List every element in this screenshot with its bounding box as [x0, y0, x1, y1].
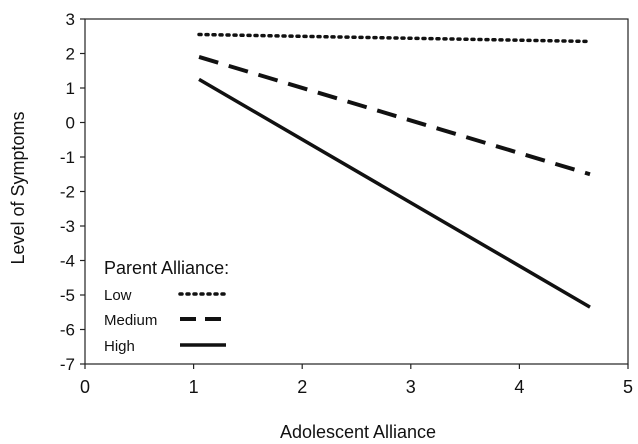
series-line-medium — [198, 55, 591, 177]
y-tick-label: -4 — [60, 252, 75, 271]
x-tick-label: 2 — [297, 377, 307, 397]
legend-label-high: High — [104, 338, 135, 355]
y-tick-label: -6 — [60, 321, 75, 340]
y-tick-label: 1 — [66, 79, 75, 98]
y-axis-label: Level of Symptoms — [8, 111, 28, 264]
x-tick-label: 3 — [406, 377, 416, 397]
y-tick-label: -3 — [60, 217, 75, 236]
legend-title: Parent Alliance: — [104, 258, 229, 278]
legend-label-medium: Medium — [104, 312, 157, 329]
series-line-high — [198, 77, 591, 309]
y-tick-label: -2 — [60, 183, 75, 202]
series-line-low — [197, 32, 592, 44]
x-tick-label: 0 — [80, 377, 90, 397]
x-tick-label: 5 — [623, 377, 633, 397]
y-tick-label: 3 — [66, 10, 75, 29]
plot-area-frame — [84, 18, 629, 365]
y-tick-label: 0 — [66, 114, 75, 133]
legend-label-low: Low — [104, 287, 132, 304]
y-tick-label: -1 — [60, 148, 75, 167]
y-tick-label: -7 — [60, 355, 75, 374]
y-tick-label: -5 — [60, 286, 75, 305]
y-tick-label: 2 — [66, 45, 75, 64]
x-axis-label: Adolescent Alliance — [280, 422, 436, 442]
x-tick-label: 4 — [514, 377, 524, 397]
x-tick-label: 1 — [189, 377, 199, 397]
